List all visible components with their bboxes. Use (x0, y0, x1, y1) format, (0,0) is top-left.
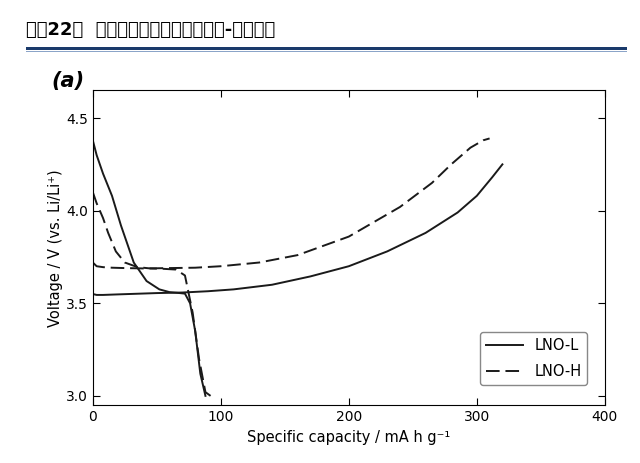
Text: 图袈22：  富锂镖酸锂的首次循环容量-电压曲线: 图袈22： 富锂镖酸锂的首次循环容量-电压曲线 (26, 21, 275, 39)
Y-axis label: Voltage / V (vs. Li/Li⁺): Voltage / V (vs. Li/Li⁺) (48, 169, 63, 326)
X-axis label: Specific capacity / mA h g⁻¹: Specific capacity / mA h g⁻¹ (247, 430, 451, 444)
Text: (a): (a) (52, 71, 85, 91)
Legend: LNO-L, LNO-H: LNO-L, LNO-H (481, 332, 588, 385)
